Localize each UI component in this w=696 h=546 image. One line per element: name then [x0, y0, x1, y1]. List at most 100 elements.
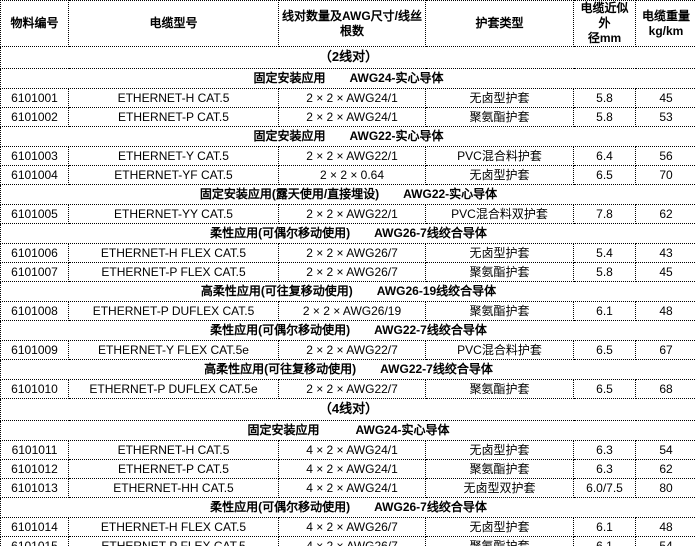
cell-outer-diameter: 6.1 — [573, 536, 636, 546]
cell-weight: 48 — [635, 517, 696, 537]
cell-model: ETHERNET-P CAT.5 — [68, 459, 279, 479]
cell-weight: 68 — [635, 379, 696, 399]
application-section-label: 固定安装应用 AWG24-实心导体 — [0, 68, 696, 89]
cell-model: ETHERNET-Y CAT.5 — [68, 146, 279, 166]
cell-material-no: 6101006 — [0, 243, 69, 263]
cell-jacket: 无卤型护套 — [425, 517, 574, 537]
cell-outer-diameter: 6.1 — [573, 517, 636, 537]
section-row: 固定安装应用(露天使用/直接埋设) AWG22-实心导体 — [0, 184, 696, 205]
cell-weight: 45 — [635, 262, 696, 282]
cell-material-no: 6101014 — [0, 517, 69, 537]
cell-jacket: PVC混合料护套 — [425, 146, 574, 166]
cell-pairs-awg: 2 × 2 × AWG24/1 — [278, 107, 426, 127]
table-row: 6101011 ETHERNET-H CAT.5 4 × 2 × AWG24/1 无卤… — [0, 440, 696, 460]
cell-model: ETHERNET-HH CAT.5 — [68, 478, 279, 498]
cell-material-no: 6101003 — [0, 146, 69, 166]
application-section-label: 固定安装应用(露天使用/直接埋设) AWG22-实心导体 — [0, 184, 696, 205]
table-row: 6101005 ETHERNET-YY CAT.5 2 × 2 × AWG22/1 P… — [0, 204, 696, 224]
cell-outer-diameter: 6.5 — [573, 165, 636, 185]
col-header-pairs-awg: 线对数量及AWG尺寸/线丝根数 — [278, 0, 426, 47]
cell-material-no: 6101008 — [0, 301, 69, 321]
table-row: 6101012 ETHERNET-P CAT.5 4 × 2 × AWG24/1 聚氨… — [0, 459, 696, 479]
cell-jacket: 聚氨酯护套 — [425, 379, 574, 399]
cell-material-no: 6101011 — [0, 440, 69, 460]
cell-pairs-awg: 2 × 2 × AWG22/1 — [278, 204, 426, 224]
table-row: 6101007 ETHERNET-P FLEX CAT.5 2 × 2 × AWG2… — [0, 262, 696, 282]
cell-pairs-awg: 2 × 2 × AWG26/7 — [278, 243, 426, 263]
section-row: 柔性应用(可偶尔移动使用) AWG26-7线绞合导体 — [0, 497, 696, 518]
cell-jacket: PVC混合料双护套 — [425, 204, 574, 224]
cell-material-no: 6101002 — [0, 107, 69, 127]
cell-model: ETHERNET-P DUFLEX CAT.5e — [68, 379, 279, 399]
cell-jacket: 无卤型双护套 — [425, 478, 574, 498]
col-header-material-no: 物料编号 — [0, 0, 69, 47]
cell-outer-diameter: 6.3 — [573, 459, 636, 479]
table-row: 6101009 ETHERNET-Y FLEX CAT.5e 2 × 2 × AWG… — [0, 340, 696, 360]
cell-outer-diameter: 6.0/7.5 — [573, 478, 636, 498]
cell-outer-diameter: 6.1 — [573, 301, 636, 321]
cell-weight: 70 — [635, 165, 696, 185]
cell-pairs-awg: 2 × 2 × AWG22/1 — [278, 146, 426, 166]
cell-pairs-awg: 4 × 2 × AWG24/1 — [278, 459, 426, 479]
table-row: 6101004 ETHERNET-YF CAT.5 2 × 2 × 0.64 无卤型护… — [0, 165, 696, 185]
cell-material-no: 6101010 — [0, 379, 69, 399]
table-body: （2线对） 固定安装应用 AWG24-实心导体 6101001 ETHERNET-H … — [0, 46, 696, 546]
cell-weight: 43 — [635, 243, 696, 263]
table-row: 6101002 ETHERNET-P CAT.5 2 × 2 × AWG24/1 聚氨… — [0, 107, 696, 127]
section-row: 高柔性应用(可往复移动使用) AWG22-7线绞合导体 — [0, 359, 696, 380]
cell-outer-diameter: 5.8 — [573, 88, 636, 108]
cell-model: ETHERNET-P FLEX CAT.5 — [68, 262, 279, 282]
col-header-jacket: 护套类型 — [425, 0, 574, 47]
cell-pairs-awg: 4 × 2 × AWG24/1 — [278, 478, 426, 498]
cell-weight: 67 — [635, 340, 696, 360]
cell-pairs-awg: 4 × 2 × AWG26/7 — [278, 517, 426, 537]
cell-outer-diameter: 6.3 — [573, 440, 636, 460]
table-row: 6101010 ETHERNET-P DUFLEX CAT.5e 2 × 2 × A… — [0, 379, 696, 399]
cell-jacket: 无卤型护套 — [425, 88, 574, 108]
cell-pairs-awg: 2 × 2 × AWG22/7 — [278, 340, 426, 360]
cell-model: ETHERNET-H FLEX CAT.5 — [68, 243, 279, 263]
cell-material-no: 6101007 — [0, 262, 69, 282]
table-row: 6101003 ETHERNET-Y CAT.5 2 × 2 × AWG22/1 PV… — [0, 146, 696, 166]
table-row: 6101013 ETHERNET-HH CAT.5 4 × 2 × AWG24/1 无… — [0, 478, 696, 498]
cell-weight: 80 — [635, 478, 696, 498]
section-row: 固定安装应用 AWG24-实心导体 — [0, 68, 696, 89]
cell-jacket: 无卤型护套 — [425, 243, 574, 263]
cell-outer-diameter: 7.8 — [573, 204, 636, 224]
cell-model: ETHERNET-H CAT.5 — [68, 440, 279, 460]
application-section-label: 高柔性应用(可往复移动使用) AWG22-7线绞合导体 — [0, 359, 696, 380]
cell-material-no: 6101005 — [0, 204, 69, 224]
table-row: 6101001 ETHERNET-H CAT.5 2 × 2 × AWG24/1 无卤… — [0, 88, 696, 108]
cell-material-no: 6101013 — [0, 478, 69, 498]
header-row: 物料编号 电缆型号 线对数量及AWG尺寸/线丝根数 护套类型 电缆近似外 径mm… — [0, 0, 696, 47]
cell-weight: 62 — [635, 459, 696, 479]
table-header: 物料编号 电缆型号 线对数量及AWG尺寸/线丝根数 护套类型 电缆近似外 径mm… — [0, 0, 696, 47]
pair-group-label: （4线对） — [0, 398, 696, 421]
cell-outer-diameter: 5.8 — [573, 107, 636, 127]
cell-material-no: 6101012 — [0, 459, 69, 479]
section-row: 高柔性应用(可往复移动使用) AWG26-19线绞合导体 — [0, 281, 696, 302]
cell-material-no: 6101004 — [0, 165, 69, 185]
application-section-label: 柔性应用(可偶尔移动使用) AWG26-7线绞合导体 — [0, 223, 696, 244]
cell-pairs-awg: 2 × 2 × 0.64 — [278, 165, 426, 185]
application-section-label: 固定安装应用 AWG24-实心导体 — [0, 420, 696, 441]
cell-material-no: 6101015 — [0, 536, 69, 546]
group-row: （4线对） — [0, 398, 696, 421]
cell-model: ETHERNET-H CAT.5 — [68, 88, 279, 108]
section-row: 柔性应用(可偶尔移动使用) AWG26-7线绞合导体 — [0, 223, 696, 244]
application-section-label: 固定安装应用 AWG22-实心导体 — [0, 126, 696, 147]
cell-jacket: PVC混合料护套 — [425, 340, 574, 360]
table-row: 6101006 ETHERNET-H FLEX CAT.5 2 × 2 × AWG2… — [0, 243, 696, 263]
cell-material-no: 6101001 — [0, 88, 69, 108]
cell-jacket: 聚氨酯护套 — [425, 459, 574, 479]
section-row: 固定安装应用 AWG24-实心导体 — [0, 420, 696, 441]
application-section-label: 高柔性应用(可往复移动使用) AWG26-19线绞合导体 — [0, 281, 696, 302]
cell-weight: 56 — [635, 146, 696, 166]
cell-weight: 54 — [635, 536, 696, 546]
cell-model: ETHERNET-P CAT.5 — [68, 107, 279, 127]
cell-weight: 54 — [635, 440, 696, 460]
col-header-outer-diameter: 电缆近似外 径mm — [573, 0, 636, 47]
cell-outer-diameter: 5.4 — [573, 243, 636, 263]
